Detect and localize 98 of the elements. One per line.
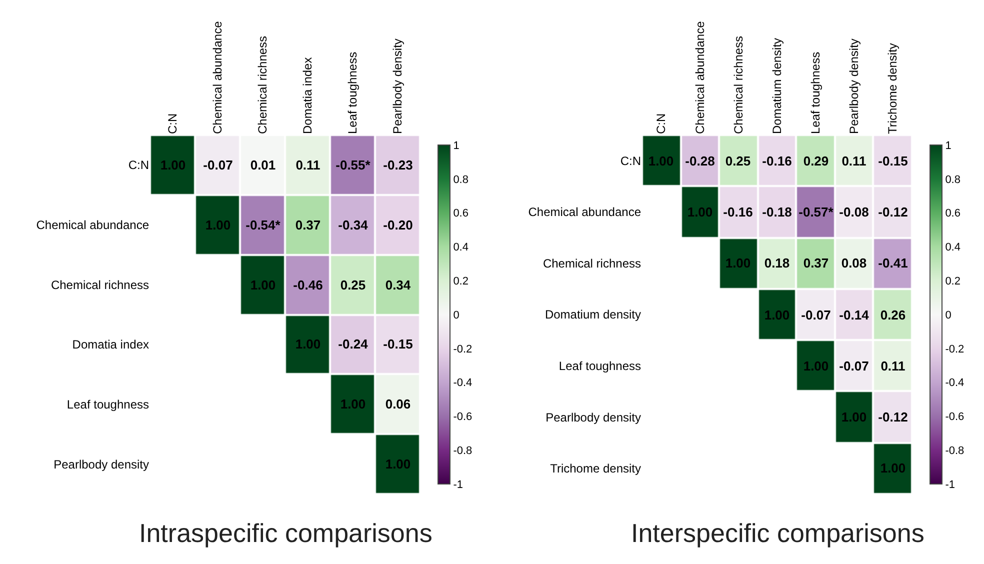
y-tick-label: C:N [128, 158, 149, 172]
x-tick-label: Domatium density [770, 38, 784, 134]
color-bar-label: 0.2 [945, 275, 960, 288]
data-label: 1.00 [803, 358, 829, 374]
text: Intraspecific comparisons [139, 518, 432, 548]
x-tick-label: Pearlbody density [847, 38, 862, 134]
data-label: 1.00 [725, 256, 751, 271]
data-label: -0.12 [878, 204, 908, 220]
data-label: 0.37 [803, 256, 829, 271]
color-bar-label: 0.6 [945, 208, 960, 220]
data-label: 1.00 [340, 396, 366, 412]
data-label: -0.41 [878, 256, 908, 271]
x-tick-label: Leaf toughness [808, 52, 822, 134]
color-bar-label: 1 [453, 140, 460, 152]
data-label: 0.11 [880, 358, 906, 374]
data-label: -0.46 [293, 278, 323, 293]
data-label: 0.37 [295, 218, 321, 233]
y-tick-label: Leaf toughness [558, 358, 641, 373]
data-label: -0.23 [383, 158, 413, 173]
data-label: 1.00 [648, 154, 674, 169]
color-bar-label: -0.4 [453, 377, 472, 390]
data-label: -0.15 [878, 154, 908, 169]
data-label: 0.06 [385, 396, 411, 412]
data-label: 0.26 [880, 308, 906, 323]
y-tick-label: Pearlbody density [54, 457, 149, 472]
data-label: -0.07 [801, 308, 831, 323]
data-label: 0.25 [725, 154, 751, 169]
color-bar-label: 0.4 [453, 242, 468, 254]
data-label: 1.00 [841, 410, 867, 425]
color-bar-label: -0.2 [945, 343, 964, 356]
data-label: 0.25 [340, 278, 366, 293]
x-tick-label: Pearlbody density [390, 38, 404, 134]
y-tick-label: Pearlbody density [546, 410, 641, 424]
data-label: -0.16 [723, 204, 753, 220]
data-label: -0.28 [685, 154, 715, 169]
data-label: 1.00 [764, 308, 790, 323]
color-bar-label: -1 [945, 478, 955, 491]
data-label: -0.12 [878, 410, 908, 425]
color-bar-label: 0.8 [945, 174, 960, 186]
data-label: -0.14 [839, 308, 870, 323]
data-label: -0.16 [762, 154, 792, 169]
x-tick-label: Chemical richness [731, 36, 746, 134]
color-bar-label: 0.8 [453, 174, 468, 186]
color-bar-label: -0.8 [453, 444, 472, 457]
data-label: 0.01 [250, 158, 276, 173]
x-tick-label: C:N [165, 113, 180, 134]
data-label: 0.11 [296, 158, 320, 173]
data-label: 0.29 [803, 154, 829, 169]
color-bar-label: -0.6 [945, 411, 964, 424]
y-tick-label: Leaf toughness [66, 397, 149, 412]
color-bar-label: -0.6 [453, 411, 472, 424]
color-bar-label: -0.8 [945, 444, 964, 457]
x-tick-label: Trichome density [886, 43, 900, 134]
data-label: 0.11 [842, 154, 866, 169]
data-label: 1.00 [250, 278, 276, 293]
y-tick-label: C:N [620, 154, 641, 168]
y-tick-label: Chemical richness [50, 278, 149, 292]
data-label: -0.55* [336, 158, 372, 173]
data-label: -0.34 [338, 218, 369, 233]
color-bar-label: 1 [945, 140, 952, 152]
color-bar-label: -0.4 [945, 377, 964, 390]
data-label: -0.20 [383, 218, 413, 233]
data-label: -0.18 [762, 204, 792, 220]
x-tick-label: Domatia index [300, 57, 314, 134]
color-bar-label: 0.4 [945, 242, 960, 254]
y-tick-label: Trichome density [550, 462, 641, 476]
data-label: 1.00 [160, 158, 186, 173]
data-label: -0.54* [246, 218, 282, 233]
color-bar-label: 0.6 [453, 208, 468, 220]
data-label: 1.00 [687, 204, 713, 220]
color-bar-label: 0 [945, 309, 952, 322]
data-label: -0.24 [338, 336, 369, 352]
data-label: 1.00 [880, 460, 906, 476]
data-label: -0.07 [203, 158, 233, 173]
y-tick-label: Chemical abundance [36, 218, 150, 232]
x-tick-label: C:N [654, 113, 668, 134]
data-label: 1.00 [205, 218, 231, 233]
data-label: 1.00 [385, 456, 411, 472]
data-label: -0.57* [798, 204, 834, 220]
color-bar-label: -0.2 [453, 343, 472, 356]
data-label: -0.07 [839, 358, 869, 374]
text: Interspecific comparisons [631, 518, 924, 548]
x-tick-label: Chemical richness [255, 36, 270, 134]
y-tick-label: Domatium density [544, 308, 641, 322]
data-label: 1.00 [295, 336, 321, 352]
color-bar-label: 0.2 [453, 275, 468, 288]
data-label: -0.15 [383, 336, 413, 352]
color-bar-label: -1 [453, 478, 463, 491]
y-tick-label: Chemical abundance [528, 205, 642, 220]
y-tick-label: Domatia index [72, 338, 149, 352]
y-tick-label: Chemical richness [542, 256, 641, 270]
data-label: 0.18 [764, 256, 790, 271]
data-label: -0.08 [839, 204, 869, 220]
x-tick-label: Chemical abundance [210, 20, 224, 134]
data-label: 0.08 [841, 256, 867, 271]
x-tick-label: Leaf toughness [345, 52, 360, 134]
color-bar-label: 0 [453, 309, 460, 322]
data-label: 0.34 [385, 278, 412, 293]
